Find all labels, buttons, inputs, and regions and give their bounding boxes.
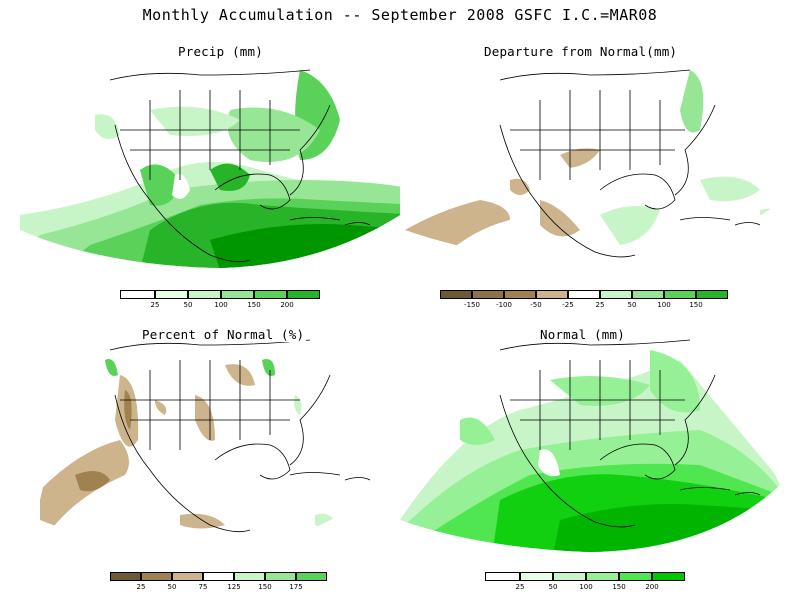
colorbar-departure-label: -25 — [562, 301, 574, 309]
panel-precip: Precip (mm) 25 50 100 150 200 — [0, 30, 400, 330]
percent-coastlines — [109, 339, 371, 533]
colorbar-precip-label: 150 — [247, 301, 261, 309]
colorbar-precip: 25 50 100 150 200 — [120, 290, 320, 312]
colorbar-normal-label: 50 — [548, 583, 558, 591]
colorbar-normal-label: 100 — [579, 583, 593, 591]
panel-percent: Percent of Normal (%) 25 50 75 125 150 1… — [0, 300, 400, 600]
normal-map — [400, 320, 780, 552]
colorbar-precip-label: 100 — [214, 301, 228, 309]
panel-departure: Departure from Normal(mm) -150 -100 -50 … — [400, 30, 800, 330]
colorbar-departure-label: 25 — [595, 301, 605, 309]
colorbar-precip-label: 50 — [183, 301, 193, 309]
colorbar-normal: 25 50 100 150 200 — [485, 572, 685, 594]
colorbar-precip-label: 25 — [150, 301, 160, 309]
colorbar-percent-label: 175 — [289, 583, 303, 591]
colorbar-departure-label: -100 — [496, 301, 512, 309]
colorbar-normal-label: 200 — [645, 583, 659, 591]
colorbar-percent-label: 150 — [258, 583, 272, 591]
colorbar-normal-label: 25 — [515, 583, 525, 591]
colorbar-percent-label: 125 — [227, 583, 241, 591]
panel-normal: Normal (mm) 25 50 100 150 200 — [400, 300, 800, 600]
colorbar-departure-label: 50 — [627, 301, 637, 309]
colorbar-normal-label: 150 — [612, 583, 626, 591]
colorbar-departure-label: 150 — [689, 301, 703, 309]
panel-title-normal: Normal (mm) — [538, 327, 627, 342]
colorbar-departure-label: 100 — [657, 301, 671, 309]
colorbar-percent-label: 75 — [198, 583, 208, 591]
colorbar-departure: -150 -100 -50 -25 25 50 100 150 — [440, 290, 730, 312]
colorbar-percent: 25 50 75 125 150 175 — [110, 572, 330, 594]
panel-title-percent: Percent of Normal (%) — [140, 327, 307, 342]
percent-map — [40, 320, 385, 550]
colorbar-percent-label: 25 — [136, 583, 146, 591]
colorbar-precip-label: 200 — [280, 301, 294, 309]
panel-title-departure: Departure from Normal(mm) — [482, 44, 680, 59]
precip-map — [20, 46, 400, 268]
colorbar-departure-label: -50 — [530, 301, 542, 309]
panel-title-precip: Precip (mm) — [176, 44, 265, 59]
colorbar-percent-label: 50 — [167, 583, 177, 591]
departure-coastlines — [499, 69, 761, 258]
precip-coastlines — [109, 69, 371, 263]
figure-title: Monthly Accumulation -- September 2008 G… — [142, 6, 658, 24]
departure-map — [405, 46, 795, 262]
colorbar-departure-label: -150 — [464, 301, 480, 309]
normal-coastlines — [499, 339, 761, 528]
